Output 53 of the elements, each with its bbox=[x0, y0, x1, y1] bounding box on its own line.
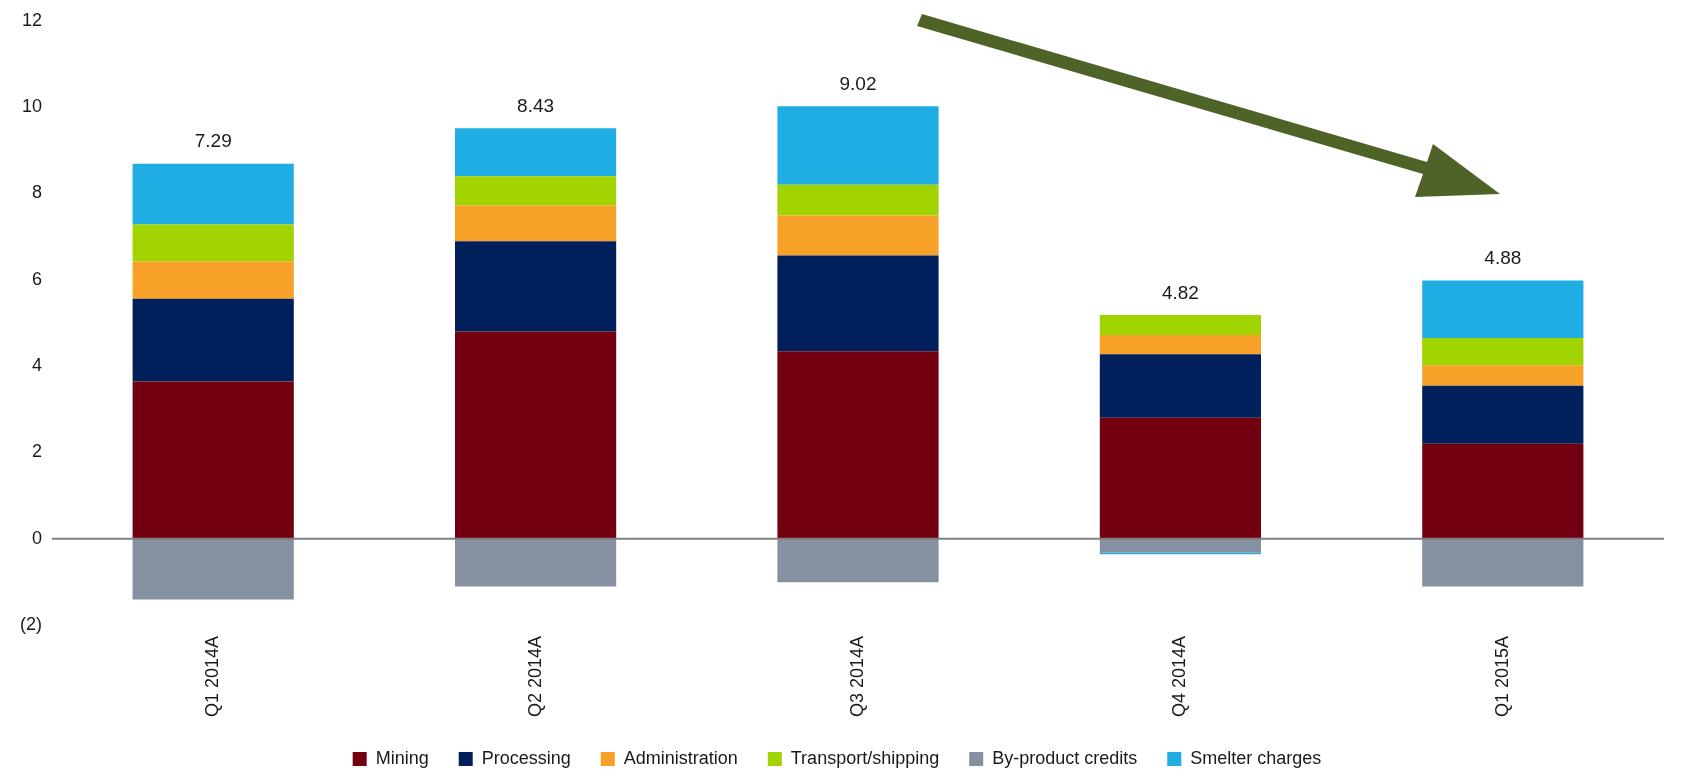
legend-label: Transport/shipping bbox=[790, 747, 940, 768]
y-tick-label: 12 bbox=[21, 9, 42, 30]
bar bbox=[132, 224, 294, 262]
bar bbox=[132, 298, 294, 382]
total-label: 8.43 bbox=[517, 94, 555, 116]
y-tick-label: 4 bbox=[31, 354, 42, 375]
y-tick-label: 2 bbox=[31, 441, 42, 462]
total-label: 4.88 bbox=[1484, 247, 1522, 269]
bar bbox=[1099, 315, 1261, 335]
bar bbox=[777, 538, 939, 583]
bar bbox=[1422, 337, 1584, 366]
legend-label: Mining bbox=[375, 747, 429, 768]
bar bbox=[132, 538, 294, 600]
legend-label: Processing bbox=[481, 747, 571, 768]
bar bbox=[1099, 538, 1261, 553]
bar bbox=[455, 176, 617, 206]
bar bbox=[132, 381, 294, 539]
bar bbox=[455, 241, 617, 332]
bar bbox=[1422, 443, 1584, 539]
x-tick-label: Q4 2014A bbox=[1169, 635, 1190, 717]
bar bbox=[1099, 334, 1261, 355]
bar bbox=[777, 106, 939, 185]
total-label: 9.02 bbox=[839, 72, 877, 94]
bar bbox=[1099, 417, 1261, 539]
x-tick-label: Q2 2014A bbox=[524, 635, 545, 717]
total-label: 4.82 bbox=[1161, 281, 1199, 303]
bar bbox=[777, 255, 939, 352]
x-tick-label: Q1 2015A bbox=[1491, 635, 1512, 717]
total-label: 7.29 bbox=[194, 130, 232, 152]
bar bbox=[455, 331, 617, 539]
bar bbox=[777, 351, 939, 539]
y-tick-label: 0 bbox=[31, 527, 42, 548]
bar bbox=[777, 215, 939, 256]
bar bbox=[1422, 365, 1584, 386]
y-tick-label: 8 bbox=[31, 182, 42, 203]
y-tick-label: 6 bbox=[31, 268, 42, 289]
y-tick-label: (2) bbox=[20, 613, 42, 634]
bar bbox=[132, 163, 294, 225]
x-tick-label: Q3 2014A bbox=[846, 635, 867, 717]
bar bbox=[1099, 354, 1261, 418]
bar bbox=[455, 205, 617, 242]
y-tick-label: 10 bbox=[21, 96, 42, 117]
bar bbox=[455, 128, 617, 177]
legend-label: By-product credits bbox=[992, 747, 1138, 768]
bar bbox=[132, 261, 294, 299]
bar bbox=[777, 184, 939, 216]
bar bbox=[1422, 280, 1584, 338]
bar bbox=[1422, 385, 1584, 444]
bar bbox=[455, 538, 617, 587]
x-tick-label: Q1 2014A bbox=[202, 635, 223, 717]
legend-label: Administration bbox=[623, 747, 738, 768]
legend-label: Smelter charges bbox=[1190, 747, 1322, 768]
bar bbox=[1422, 538, 1584, 587]
